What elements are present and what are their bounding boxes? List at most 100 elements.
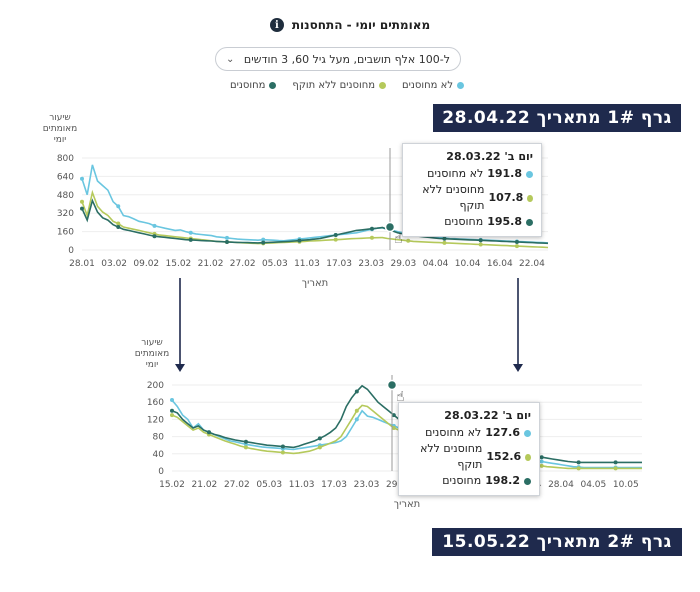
- x-tick-label: 23.03: [354, 480, 380, 490]
- y-tick-label: 640: [57, 172, 74, 182]
- y-tick-label: 320: [57, 209, 74, 219]
- series-point: [576, 460, 581, 465]
- series-point: [116, 221, 121, 226]
- series-point: [152, 223, 157, 228]
- series-point: [333, 233, 338, 238]
- x-tick-label: 15.02: [159, 480, 185, 490]
- tooltip-row: 107.8 מחוסנים ללא תוקף: [411, 182, 533, 214]
- x-tick-label: 05.03: [256, 480, 282, 490]
- series-point: [80, 206, 84, 211]
- series-point: [243, 445, 248, 450]
- series-point: [280, 444, 285, 449]
- series-point: [224, 239, 229, 244]
- legend-label: לא מחוסנים: [402, 80, 454, 91]
- series-point: [243, 439, 248, 444]
- y-tick-label: 0: [158, 467, 164, 477]
- series-point: [442, 236, 447, 241]
- series-point: [539, 455, 544, 460]
- hover-point: [384, 221, 396, 233]
- y-tick-label: 120: [147, 415, 164, 425]
- graph2-banner: גרף 2# מתאריך 15.05.22: [432, 528, 682, 556]
- x-tick-label: 27.02: [230, 259, 256, 269]
- x-tick-label: 11.03: [294, 259, 320, 269]
- series-point: [188, 230, 193, 235]
- tooltip-dot: [524, 477, 531, 485]
- page-title: מאומתים יומי - התחסנות: [291, 18, 431, 32]
- series-point: [152, 234, 157, 239]
- series-point: [391, 413, 396, 418]
- legend-label: מחוסנים ללא תוקף: [292, 80, 376, 91]
- x-tick-label: 29.03: [390, 259, 416, 269]
- population-filter-dropdown[interactable]: ל-100 אלף תושבים, מעל גיל 60, 3 חודשים ⌄: [215, 47, 461, 71]
- series-point: [224, 235, 229, 240]
- series-point: [261, 237, 266, 242]
- series-point: [317, 436, 322, 441]
- y-tick-label: 160: [57, 228, 74, 238]
- x-tick-label: 17.03: [321, 480, 347, 490]
- series-point: [116, 204, 121, 209]
- series-point: [354, 417, 359, 422]
- x-tick-label: 27.02: [224, 480, 250, 490]
- tooltip-row: 198.2 מחוסנים: [407, 473, 531, 489]
- x-tick-label: 21.02: [198, 259, 224, 269]
- tooltip-label: מחוסנים ללא תוקף: [420, 442, 483, 471]
- x-tick-label: 23.03: [358, 259, 384, 269]
- legend-item-unvaccinated[interactable]: לא מחוסנים: [402, 80, 465, 91]
- x-tick-label: 04.05: [580, 480, 606, 490]
- series-point: [539, 459, 544, 464]
- x-tick-label: 11.03: [289, 480, 315, 490]
- legend-dot-unvaccinated: [457, 82, 465, 89]
- dropdown-selected-value: ל-100 אלף תושבים, מעל גיל 60, 3 חודשים: [243, 52, 450, 66]
- series-point: [206, 430, 211, 435]
- x-tick-label: 28.04: [548, 480, 574, 490]
- series-point: [333, 237, 338, 242]
- chart-legend: לא מחוסנים מחוסנים ללא תוקף מחוסנים: [230, 80, 465, 91]
- graph2-banner-text: גרף 2# מתאריך 15.05.22: [442, 532, 672, 552]
- series-point: [80, 199, 84, 204]
- graph1-banner: גרף 1# מתאריך 28.04.22: [433, 104, 681, 132]
- tooltip-label: לא מחוסנים: [425, 426, 482, 439]
- legend-item-vaccinated[interactable]: מחוסנים: [230, 80, 277, 91]
- x-tick-label: 04.04: [423, 259, 449, 269]
- series-point: [354, 389, 359, 394]
- cursor-icon: ☝: [396, 389, 405, 405]
- legend-dot-vaccinated: [269, 82, 277, 89]
- series-point: [539, 463, 544, 468]
- series-point: [478, 238, 483, 243]
- series-point: [297, 238, 302, 243]
- series-point: [478, 242, 483, 247]
- tooltip-row: 127.6 לא מחוסנים: [407, 425, 531, 441]
- series-point: [80, 176, 84, 181]
- series-line-1: [81, 189, 549, 249]
- legend-item-expired[interactable]: מחוסנים ללא תוקף: [292, 80, 387, 91]
- legend-label: מחוסנים: [230, 80, 266, 91]
- chevron-down-icon: ⌄: [226, 53, 235, 65]
- tooltip-title: יום ב' 28.03.22: [446, 150, 533, 163]
- series-point: [170, 398, 174, 403]
- series-point: [170, 413, 174, 418]
- tooltip-value: 191.8: [487, 167, 522, 180]
- info-icon[interactable]: i: [269, 18, 284, 32]
- tooltip-label: לא מחוסנים: [427, 167, 484, 180]
- series-point: [170, 408, 174, 413]
- series-point: [317, 445, 322, 450]
- x-tick-label: 03.02: [101, 259, 127, 269]
- series-point: [261, 240, 266, 245]
- series-point: [514, 239, 519, 244]
- tooltip-label: מחוסנים: [442, 474, 482, 487]
- x-tick-label: 15.02: [166, 259, 192, 269]
- y-tick-label: 480: [57, 191, 74, 201]
- x-tick-label: 10.04: [455, 259, 481, 269]
- tooltip-dot: [525, 453, 531, 461]
- x-tick-label: 16.04: [487, 259, 513, 269]
- y-tick-label: 40: [153, 450, 165, 460]
- y-tick-label: 160: [147, 398, 164, 408]
- y-tick-label: 200: [147, 381, 164, 391]
- tooltip-value: 152.6: [486, 450, 522, 463]
- series-point: [391, 426, 396, 430]
- series-point: [514, 244, 519, 249]
- tooltip-row: 152.6 מחוסנים ללא תוקף: [407, 441, 531, 473]
- tooltip-value: 198.2: [485, 474, 520, 487]
- legend-dot-expired: [379, 82, 387, 89]
